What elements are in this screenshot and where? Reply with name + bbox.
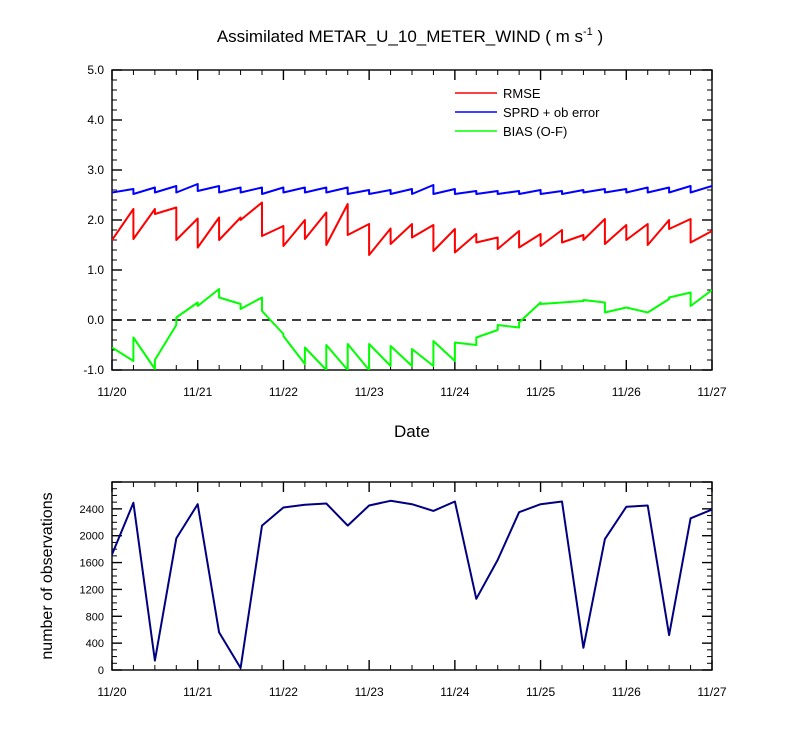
bottom-tick-labels: 11/20 11/21 11/22 11/23 11/24 11/25 11/26 11/27… bbox=[80, 504, 727, 699]
top-series bbox=[112, 183, 712, 370]
top-series-line-1 bbox=[112, 183, 712, 195]
top-plot-frame bbox=[111, 69, 713, 371]
top-x-axis-label: Date bbox=[394, 422, 430, 441]
top-y-tick-label: 1.0 bbox=[87, 263, 104, 277]
top-tick-labels: 11/20 11/21 11/22 11/23 11/24 11/25 11/26 11/27… bbox=[83, 63, 727, 399]
bottom-plot-frame bbox=[111, 481, 713, 671]
bottom-x-tick-label: 11/25 bbox=[526, 685, 555, 699]
bottom-x-tick-label: 11/23 bbox=[355, 685, 384, 699]
bottom-y-tick-label: 2400 bbox=[80, 504, 104, 516]
bottom-y-axis-label: number of observations bbox=[39, 492, 56, 659]
top-x-tick-label: 11/27 bbox=[697, 385, 726, 399]
top-y-tick-label: -1.0 bbox=[83, 363, 104, 377]
top-x-tick-label: 11/24 bbox=[440, 385, 469, 399]
bottom-x-tick-label: 11/24 bbox=[440, 685, 469, 699]
top-x-tick-label: 11/23 bbox=[355, 385, 384, 399]
bottom-series-line-0 bbox=[112, 499, 712, 669]
bottom-x-tick-label: 11/22 bbox=[269, 685, 298, 699]
bottom-y-tick-label: 0 bbox=[98, 665, 104, 677]
top-ticks bbox=[111, 69, 713, 371]
bottom-x-tick-label: 11/21 bbox=[183, 685, 212, 699]
top-series-line-2 bbox=[112, 288, 712, 370]
top-y-tick-label: 3.0 bbox=[87, 163, 104, 177]
legend-label-rmse: RMSE bbox=[503, 86, 541, 101]
bottom-x-tick-label: 11/26 bbox=[612, 685, 641, 699]
bottom-x-tick-label: 11/27 bbox=[697, 685, 726, 699]
legend-label-bias: BIAS (O-F) bbox=[503, 124, 567, 139]
bottom-x-tick-label: 11/20 bbox=[97, 685, 126, 699]
top-chart-title: Assimilated METAR_U_10_METER_WIND ( m s-… bbox=[217, 26, 603, 46]
top-x-tick-label: 11/20 bbox=[97, 385, 126, 399]
top-y-tick-label: 2.0 bbox=[87, 213, 104, 227]
top-chart: 11/20 11/21 11/22 11/23 11/24 11/25 11/26 11/27… bbox=[83, 63, 727, 441]
bottom-ticks bbox=[111, 481, 713, 671]
bottom-series bbox=[112, 499, 712, 669]
legend: RMSE SPRD + ob error BIAS (O-F) bbox=[455, 86, 600, 139]
bottom-y-tick-label: 800 bbox=[86, 611, 104, 623]
legend-label-sprd: SPRD + ob error bbox=[503, 105, 600, 120]
top-x-tick-label: 11/22 bbox=[269, 385, 298, 399]
top-x-tick-label: 11/26 bbox=[612, 385, 641, 399]
bottom-y-tick-label: 400 bbox=[86, 638, 104, 650]
bottom-chart: 11/20 11/21 11/22 11/23 11/24 11/25 11/26 11/27… bbox=[39, 481, 727, 699]
bottom-y-tick-label: 1600 bbox=[80, 558, 104, 570]
top-x-tick-label: 11/21 bbox=[183, 385, 212, 399]
top-series-line-0 bbox=[112, 201, 712, 256]
top-y-tick-label: 5.0 bbox=[87, 63, 104, 77]
bottom-y-tick-label: 2000 bbox=[80, 531, 104, 543]
top-y-tick-label: 4.0 bbox=[87, 113, 104, 127]
bottom-y-tick-label: 1200 bbox=[80, 584, 104, 596]
top-y-tick-label: 0.0 bbox=[87, 313, 104, 327]
top-x-tick-label: 11/25 bbox=[526, 385, 555, 399]
